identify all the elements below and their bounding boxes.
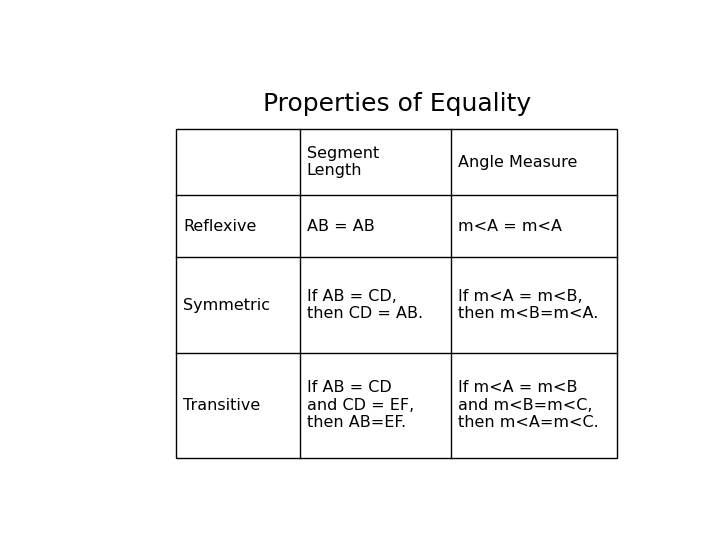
Text: If m<A = m<B
and m<B=m<C,
then m<A=m<C.: If m<A = m<B and m<B=m<C, then m<A=m<C. [458,381,598,430]
Text: Properties of Equality: Properties of Equality [263,92,531,116]
Text: Angle Measure: Angle Measure [458,154,577,170]
Text: m<A = m<A: m<A = m<A [458,219,562,233]
Text: Reflexive: Reflexive [183,219,256,233]
Text: Transitive: Transitive [183,398,261,413]
Text: If AB = CD
and CD = EF,
then AB=EF.: If AB = CD and CD = EF, then AB=EF. [307,381,414,430]
Text: If m<A = m<B,
then m<B=m<A.: If m<A = m<B, then m<B=m<A. [458,289,598,321]
Text: AB = AB: AB = AB [307,219,374,233]
Text: If AB = CD,
then CD = AB.: If AB = CD, then CD = AB. [307,289,423,321]
Text: Segment
Length: Segment Length [307,146,379,178]
Text: Symmetric: Symmetric [183,298,270,313]
